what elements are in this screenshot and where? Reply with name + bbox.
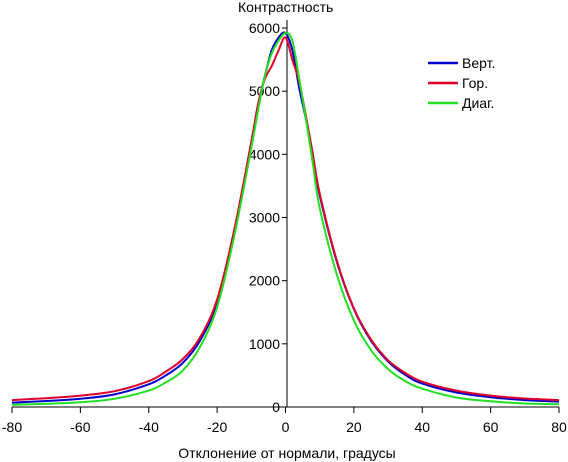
x-tick-label: 40 bbox=[414, 419, 430, 435]
x-tick-label: -80 bbox=[2, 419, 22, 435]
y-axis-label: Контрастность bbox=[238, 0, 333, 15]
legend-label: Верт. bbox=[462, 55, 495, 71]
y-tick-label: 1000 bbox=[249, 336, 280, 352]
x-axis-label: Отклонение от нормали, градусы bbox=[178, 445, 395, 461]
y-tick-label: 4000 bbox=[249, 146, 280, 162]
y-tick-label: 6000 bbox=[249, 20, 280, 36]
x-tick-label: -20 bbox=[207, 419, 227, 435]
y-tick-label: 5000 bbox=[249, 83, 280, 99]
x-tick-label: -40 bbox=[139, 419, 159, 435]
legend: Верт. Гор. Диаг. bbox=[428, 55, 495, 111]
x-tick-label: 80 bbox=[551, 419, 567, 435]
axes: -80 -60 -40 -20 0 20 40 60 80 0 1000 2000 3000 4000 50… bbox=[2, 20, 567, 435]
x-tick-label: -60 bbox=[70, 419, 90, 435]
series-lines bbox=[11, 31, 560, 406]
x-tick-label: 60 bbox=[483, 419, 499, 435]
y-tick-label: 0 bbox=[272, 399, 280, 415]
y-tick-label: 3000 bbox=[249, 210, 280, 226]
x-tick-label: 20 bbox=[346, 419, 362, 435]
legend-label: Диаг. bbox=[462, 95, 494, 111]
series-line-3 bbox=[11, 32, 560, 406]
x-tick-label: 0 bbox=[282, 419, 290, 435]
y-tick-label: 2000 bbox=[249, 273, 280, 289]
legend-label: Гор. bbox=[462, 75, 488, 91]
series-line-2 bbox=[11, 36, 560, 402]
